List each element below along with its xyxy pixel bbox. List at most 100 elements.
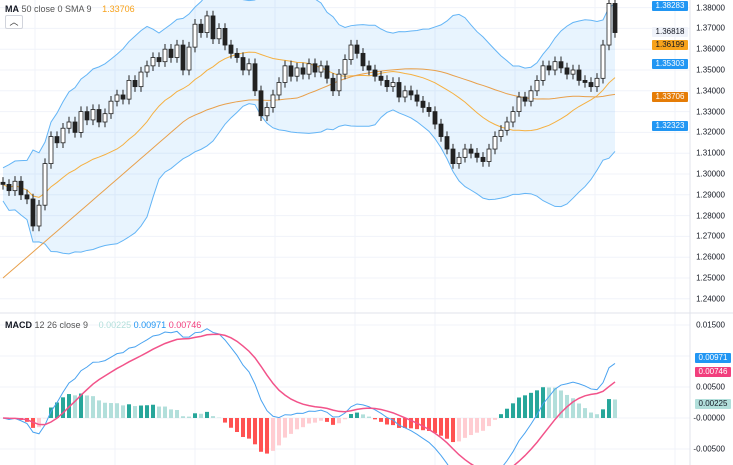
candle-body [564, 67, 570, 75]
candle-body [252, 63, 258, 92]
macd-axis-label: 0.01500 [696, 320, 725, 330]
macd-histogram-bar [355, 412, 359, 418]
candle-body [234, 52, 240, 58]
candle-body [108, 100, 114, 115]
macd-histogram-bar [553, 387, 557, 418]
candle-body [378, 75, 384, 81]
candle-body [474, 152, 480, 158]
macd-tag: 0.00225 [695, 399, 731, 410]
candle-body [366, 65, 372, 71]
macd-histogram-bar [193, 413, 197, 418]
candle-body [558, 61, 564, 69]
macd-histogram-bar [577, 403, 581, 418]
candle-body [138, 71, 144, 88]
macd-histogram-bar [121, 405, 125, 418]
candle-body [48, 136, 54, 164]
price-axis-label: 1.28000 [696, 211, 725, 221]
bollinger-upper [2, 0, 616, 169]
candle-body [588, 82, 594, 88]
macd-histogram-bar [541, 387, 545, 418]
candle-body [594, 77, 600, 88]
candle-body [504, 121, 510, 131]
price-axis-label: 1.33000 [696, 107, 725, 117]
candle-body [546, 65, 552, 71]
macd-legend: MACD 12 26 close 9 0.00225 0.00971 0.007… [5, 320, 201, 330]
candle-body [174, 44, 180, 58]
candle-body [240, 57, 246, 71]
macd-axis-label: -0.00000 [693, 413, 725, 423]
bollinger-lower [2, 103, 616, 255]
price-axis-label: 1.37000 [696, 23, 725, 33]
candle-body [60, 127, 66, 144]
candle-body [162, 48, 168, 63]
candle-body [612, 3, 618, 33]
candle-body [156, 57, 162, 63]
candle-body [228, 44, 234, 54]
macd-histogram-bar [205, 411, 209, 418]
candle-body [30, 198, 36, 227]
ma50-line [2, 68, 616, 279]
macd-tag: 0.00971 [695, 352, 731, 363]
macd-histogram-bar [367, 416, 371, 418]
macd-histogram-bar [277, 418, 281, 446]
macd-histogram-bar [157, 406, 161, 418]
candle-body [444, 136, 450, 150]
ma-value: 1.33706 [102, 4, 135, 14]
price-axis-label: 1.27000 [696, 231, 725, 241]
candle-body [84, 111, 90, 121]
candle-body [420, 100, 426, 108]
candle-body [132, 80, 138, 88]
macd-histogram-bar [571, 398, 575, 418]
macd-histogram-bar [535, 390, 539, 418]
macd-histogram-bar [385, 418, 389, 425]
candle-body [534, 80, 540, 92]
candle-body [318, 65, 324, 73]
chevron-up-icon[interactable]: ︿ [5, 15, 23, 29]
macd-histogram-bar [139, 405, 143, 418]
macd-histogram-bar [595, 414, 599, 418]
price-legend: MA 50 close 0 SMA 9 1.33706 [5, 4, 135, 14]
ma-title: MA [5, 4, 19, 14]
macd-histogram-bar [379, 418, 383, 422]
candle-body [510, 111, 516, 123]
macd-histogram-bar [505, 408, 509, 418]
macd-axis-label: 0.00500 [696, 382, 725, 392]
macd-histogram-bar [181, 416, 185, 418]
candle-body [54, 136, 60, 144]
macd-histogram-bar [469, 418, 473, 436]
candle-body [294, 67, 300, 77]
candle-body [486, 148, 492, 162]
candle-body [12, 180, 18, 192]
signal-value: 0.00746 [168, 320, 202, 330]
macd-histogram-bar [523, 395, 527, 418]
macd-histogram-bar [499, 414, 503, 418]
macd-histogram-bar [439, 418, 443, 436]
price-tag: 1.38283 [652, 1, 688, 11]
price-axis-label: 1.38000 [696, 3, 725, 13]
candle-body [342, 59, 348, 75]
macd-line [2, 328, 616, 465]
macd-histogram-bar [241, 418, 245, 438]
macd-histogram-bar [487, 418, 491, 427]
candle-body [300, 67, 306, 75]
macd-histogram-bar [253, 418, 257, 445]
macd-histogram-bar [115, 403, 119, 418]
price-tag: 1.33706 [652, 91, 688, 102]
candle-body [258, 90, 264, 117]
macd-histogram-bar [583, 408, 587, 418]
candle-body [42, 163, 48, 206]
candle-body [264, 107, 270, 117]
candle-body [288, 65, 294, 77]
candle-body [96, 109, 102, 123]
candle-body [528, 90, 534, 102]
candle-body [180, 44, 186, 71]
macd-histogram-bar [337, 418, 341, 424]
macd-histogram-bar [319, 418, 323, 421]
price-tag: 1.35303 [652, 58, 688, 69]
candle-body [192, 23, 198, 48]
candle-body [0, 181, 6, 185]
candle-body [150, 57, 156, 67]
candle-body [102, 113, 108, 123]
macd-histogram-bar [481, 418, 485, 431]
